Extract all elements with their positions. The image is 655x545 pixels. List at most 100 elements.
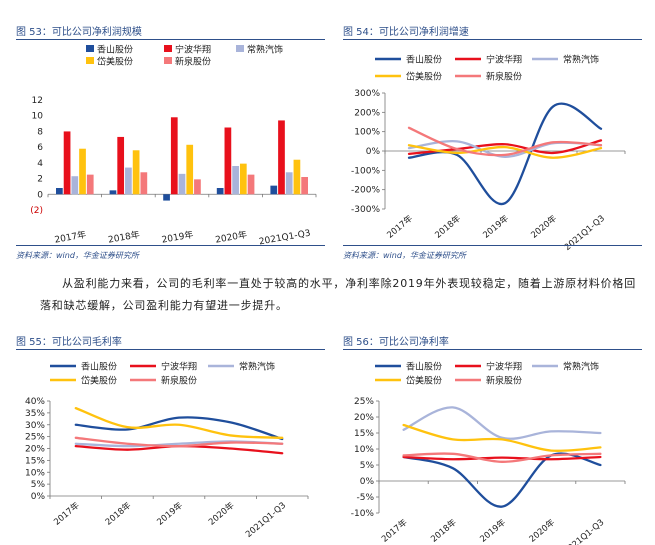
bar <box>247 174 255 195</box>
legend-label: 常熟汽饰 <box>563 54 599 66</box>
legend-label: 宁波华翔 <box>486 54 522 66</box>
legend-label: 香山股份 <box>406 54 442 66</box>
x-tick-label: 2018年 <box>429 517 460 545</box>
bar <box>186 144 194 195</box>
bar <box>140 172 148 195</box>
figure-title: 图 54：可比公司净利润增速 <box>343 27 469 38</box>
bar <box>216 188 224 195</box>
y-tick-label: 10% <box>354 445 374 455</box>
y-tick-label: 100% <box>354 128 380 138</box>
legend-label: 香山股份 <box>81 361 117 373</box>
bar <box>232 166 239 195</box>
legend-label: 新泉股份 <box>161 375 197 387</box>
y-tick-label: 0% <box>31 492 46 502</box>
bottom-rule <box>343 245 642 247</box>
y-tick-label: 0% <box>366 147 381 157</box>
bar <box>56 188 63 195</box>
y-tick-label: 25% <box>25 433 45 443</box>
x-tick-label: 2019年 <box>161 228 195 245</box>
bar <box>278 120 285 195</box>
x-tick-label: 2020年 <box>527 517 558 545</box>
y-tick-label: 20% <box>354 413 374 423</box>
legend-swatch <box>164 57 172 64</box>
bar <box>194 179 201 195</box>
y-tick-label: 30% <box>25 421 45 431</box>
y-tick-label: 300% <box>354 89 380 99</box>
legend-label: 新泉股份 <box>486 375 522 387</box>
series-line <box>402 406 602 440</box>
x-tick-label: 2018年 <box>107 228 141 245</box>
series-line <box>407 126 603 157</box>
figure-title: 图 56：可比公司净利率 <box>343 337 449 348</box>
y-tick-label: 2 <box>37 175 43 185</box>
legend-swatch <box>86 57 94 64</box>
y-tick-label: -100% <box>351 166 380 176</box>
legend-label: 宁波华翔 <box>161 361 197 373</box>
legend-label: 常熟汽饰 <box>563 361 599 373</box>
y-tick-label: 12 <box>32 96 43 106</box>
bar <box>117 136 125 195</box>
x-tick-label: 2019年 <box>155 500 186 528</box>
y-tick-label: -300% <box>351 205 380 215</box>
y-tick-label: 35% <box>25 409 45 419</box>
title-rule <box>343 39 642 41</box>
bar <box>132 150 140 195</box>
legend-label: 宁波华翔 <box>486 361 522 373</box>
figure-56: 图 56：可比公司净利率 香山股份 宁波华翔 常熟汽饰 岱美股份 新泉股份 -10% -5%… <box>343 333 642 545</box>
legend-label: 宁波华翔 <box>175 44 211 56</box>
x-tick-label: 2017年 <box>379 517 410 545</box>
legend-swatch <box>164 45 172 52</box>
legend-label: 岱美股份 <box>406 375 442 387</box>
legend-label: 香山股份 <box>406 361 442 373</box>
legend-swatch <box>86 45 94 52</box>
bar <box>293 159 301 195</box>
source-note: 资料来源：wind，华金证券研究所 <box>16 251 139 260</box>
bar <box>178 173 186 195</box>
bar <box>170 117 178 195</box>
x-tick-label: 2021Q1-Q3 <box>563 214 607 253</box>
legend-label: 新泉股份 <box>175 56 211 68</box>
legend-label: 岱美股份 <box>97 56 133 68</box>
legend-swatch <box>236 45 244 52</box>
y-tick-label: 15% <box>25 456 45 466</box>
x-tick-label: 2019年 <box>481 213 512 241</box>
series-line <box>402 423 602 453</box>
x-tick-label: 2021Q1-Q3 <box>244 501 288 540</box>
x-tick-label: 2017年 <box>385 213 416 241</box>
bar <box>285 172 293 195</box>
y-tick-label: 15% <box>354 429 374 439</box>
source-note: 资料来源：wind，华金证券研究所 <box>343 251 466 260</box>
series-line <box>402 455 602 461</box>
y-tick-label: 4 <box>37 159 43 169</box>
x-tick-label: 2019年 <box>478 517 509 545</box>
y-tick-label: 10 <box>32 112 44 122</box>
y-tick-label: -5% <box>356 493 374 503</box>
figure-54: 图 54：可比公司净利润增速 香山股份 宁波华翔 常熟汽饰 岱美股份 新泉股份 -300%… <box>343 23 642 263</box>
y-tick-label: 5% <box>360 461 375 471</box>
x-tick-label: 2017年 <box>52 500 83 528</box>
x-tick-label: 2020年 <box>214 228 248 245</box>
y-tick-label: 40% <box>25 397 45 407</box>
figure-53: 图 53：可比公司净利润规模 香山股份 宁波华翔 常熟汽饰 岱美股份 新泉股份 (2) 0 2… <box>16 23 325 263</box>
bar <box>224 127 232 195</box>
x-tick-label: 2020年 <box>529 213 560 241</box>
x-tick-label: 2018年 <box>433 213 464 241</box>
y-tick-label: 6 <box>37 143 43 153</box>
analysis-paragraph: 从盈利能力来看，公司的毛利率一直处于较高的水平，净利率除2019年外表现较稳定，… <box>40 277 636 312</box>
bar <box>301 177 308 195</box>
y-tick-label: (2) <box>30 206 43 216</box>
figure-title: 图 53：可比公司净利润规模 <box>16 27 142 38</box>
figure-55: 图 55：可比公司毛利率 香山股份 宁波华翔 常熟汽饰 岱美股份 新泉股份 0% 5% 10%… <box>16 333 325 545</box>
legend-label: 常熟汽饰 <box>247 44 283 56</box>
figure-title: 图 55：可比公司毛利率 <box>16 337 122 348</box>
bar <box>163 194 170 201</box>
y-tick-label: 200% <box>354 108 380 118</box>
legend-label: 岱美股份 <box>81 375 117 387</box>
x-tick-label: 2020年 <box>206 500 237 528</box>
y-tick-label: 5% <box>31 480 46 490</box>
legend-label: 香山股份 <box>97 44 133 56</box>
y-tick-label: 0% <box>360 477 375 487</box>
